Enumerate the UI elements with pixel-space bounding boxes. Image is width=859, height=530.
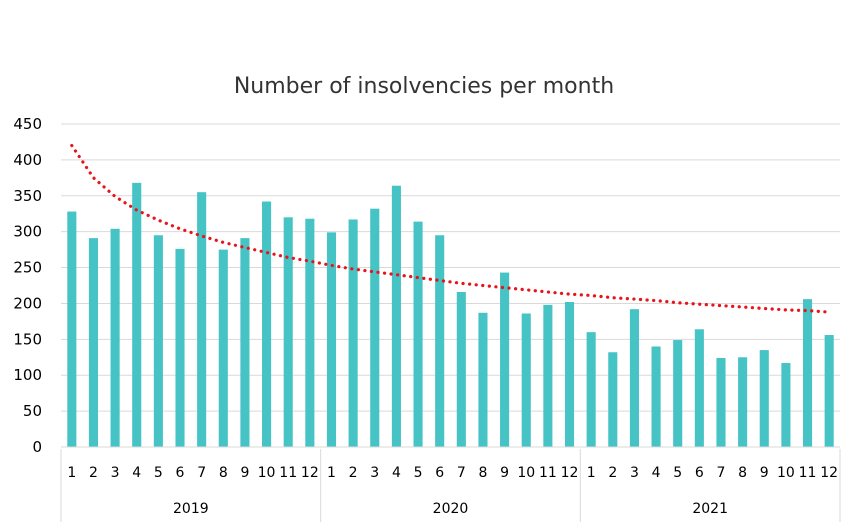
x-tick-label: 3: [370, 465, 379, 481]
bar: [132, 182, 142, 447]
trendline: [70, 143, 831, 314]
y-tick-label: 450: [13, 115, 42, 133]
year-group-label: 2020: [433, 501, 469, 517]
x-tick-label: 7: [717, 465, 726, 481]
bar: [348, 219, 358, 447]
x-tick-label: 10: [777, 465, 795, 481]
x-tick-label: 12: [561, 465, 579, 481]
x-tick-label: 1: [327, 465, 336, 481]
x-tick-label: 12: [301, 465, 319, 481]
x-tick-label: 7: [197, 465, 206, 481]
y-tick-label: 300: [13, 223, 42, 241]
x-tick-label: 11: [799, 465, 817, 481]
y-tick-label: 350: [13, 187, 42, 205]
x-tick-label: 8: [219, 465, 228, 481]
x-tick-label: 6: [435, 465, 444, 481]
x-tick-label: 9: [240, 465, 249, 481]
bar: [629, 309, 639, 447]
x-tick-label: 10: [517, 465, 535, 481]
x-tick-label: 5: [154, 465, 163, 481]
bar: [197, 192, 207, 447]
bar: [413, 221, 423, 447]
y-tick-label: 50: [23, 402, 42, 420]
bar: [759, 350, 769, 447]
bar: [586, 332, 596, 447]
x-tick-label: 4: [132, 465, 141, 481]
x-tick-label: 5: [414, 465, 423, 481]
year-group-label: 2019: [173, 501, 209, 517]
y-tick-label: 100: [13, 366, 42, 384]
bar: [564, 302, 575, 447]
trendline-layer: [70, 143, 831, 314]
bar: [391, 185, 401, 447]
x-tick-label: 2: [349, 465, 358, 481]
x-tick-label: 3: [111, 465, 120, 481]
x-tick-label: 7: [457, 465, 466, 481]
x-tick-label: 12: [820, 465, 838, 481]
bar: [521, 313, 531, 447]
x-axis: 1 2 3 4 5 6 7 8 9 10 11 12 1 2 3 4 5 6 7 8 9 10 11 12 1 2 3 4 5 6 7 8 9 1…: [60, 446, 841, 522]
bars: [67, 182, 834, 447]
bar: [738, 357, 748, 447]
bar: [802, 299, 813, 447]
x-tick-label: 2: [89, 465, 98, 481]
y-tick-label: 400: [13, 151, 42, 169]
y-axis-ticks: 0 50 100 150 200 250 300 350 400 450: [13, 115, 42, 456]
bar: [456, 291, 466, 447]
bar: [824, 335, 834, 447]
x-tick-label: 4: [652, 465, 661, 481]
bar: [478, 312, 488, 447]
bar: [153, 235, 163, 447]
y-tick-label: 150: [13, 330, 42, 348]
bar: [500, 272, 510, 447]
x-tick-label: 4: [392, 465, 401, 481]
bar: [694, 329, 704, 447]
bar: [543, 304, 553, 447]
bar: [326, 232, 337, 447]
bar: [175, 248, 185, 447]
chart-title: Number of insolvencies per month: [234, 74, 614, 99]
x-tick-label: 3: [630, 465, 639, 481]
x-tick-label: 6: [176, 465, 185, 481]
bar: [716, 357, 726, 447]
bar: [262, 201, 272, 447]
bar: [67, 211, 77, 447]
x-tick-label: 2: [608, 465, 617, 481]
x-tick-label: 11: [279, 465, 297, 481]
y-tick-label: 200: [13, 294, 42, 312]
bar: [435, 235, 445, 447]
bar: [305, 218, 315, 447]
y-tick-label: 0: [32, 438, 42, 456]
x-tick-label: 1: [587, 465, 596, 481]
bar: [608, 352, 618, 447]
x-tick-label: 5: [673, 465, 682, 481]
bar: [240, 238, 250, 447]
x-tick-label: 8: [478, 465, 487, 481]
bar: [781, 363, 791, 447]
x-tick-label: 11: [539, 465, 557, 481]
bar: [370, 208, 380, 447]
x-tick-label: 1: [67, 465, 76, 481]
bar: [88, 238, 99, 447]
y-tick-label: 250: [13, 259, 42, 277]
x-tick-label: 9: [760, 465, 769, 481]
bar: [673, 340, 683, 447]
bar: [110, 228, 120, 447]
x-tick-label: 9: [500, 465, 509, 481]
year-group-label: 2021: [692, 501, 728, 517]
x-tick-label: 8: [738, 465, 747, 481]
bar: [283, 217, 293, 447]
bar: [651, 346, 661, 447]
bar: [218, 249, 228, 447]
x-tick-label: 6: [695, 465, 704, 481]
x-tick-label: 10: [258, 465, 276, 481]
